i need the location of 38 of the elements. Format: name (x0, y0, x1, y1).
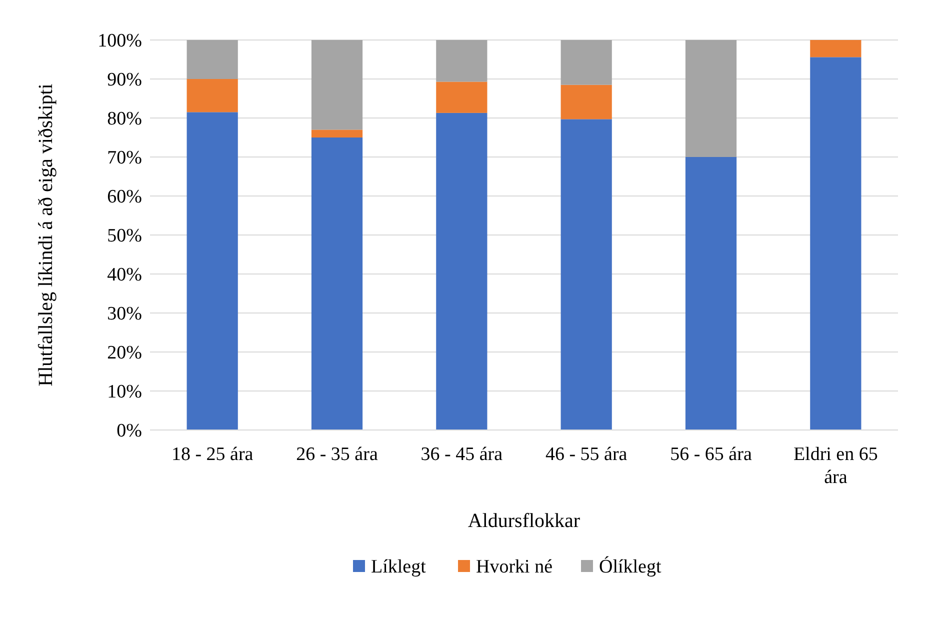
y-tick-label: 0% (116, 420, 142, 442)
bar (560, 40, 612, 85)
x-tick-label: 18 - 25 ára (171, 444, 254, 465)
y-tick-label: 30% (107, 304, 142, 325)
legend-label: Hvorki né (476, 556, 553, 578)
bar (436, 82, 488, 113)
bar (560, 119, 612, 430)
bar (311, 138, 363, 430)
legend-label: Líklegt (371, 556, 427, 578)
y-tick-label: 20% (107, 342, 142, 364)
bar (685, 40, 737, 157)
y-tick-label: 60% (107, 186, 142, 208)
y-axis-title: Hlutfallsleg líkindi á að eiga viðskipti (35, 83, 57, 386)
bar (810, 57, 862, 430)
y-tick-label: 50% (107, 226, 142, 247)
bar (311, 130, 363, 138)
y-tick-label: 70% (107, 148, 142, 169)
y-tick-label: 100% (98, 30, 142, 52)
bar (186, 79, 238, 112)
x-axis-title: Aldursflokkar (468, 510, 580, 532)
bar (436, 112, 488, 430)
x-tick-label: 56 - 65 ára (670, 444, 752, 465)
y-tick-label: 80% (107, 108, 142, 130)
x-tick-label: 36 - 45 ára (420, 444, 504, 465)
bar (685, 157, 737, 430)
legend-label: Ólíklegt (599, 556, 662, 578)
bar (186, 40, 238, 79)
bar (186, 112, 238, 430)
bar (436, 40, 488, 82)
x-tick-label: 46 - 55 ára (545, 444, 628, 465)
y-tick-label: 90% (107, 70, 142, 91)
bar (311, 40, 363, 130)
bar (560, 84, 612, 120)
bar (810, 40, 862, 58)
x-tick-label: 26 - 35 ára (296, 444, 378, 465)
x-tick-label: Eldri en 65 ára (793, 444, 878, 488)
y-tick-label: 10% (107, 382, 142, 403)
y-tick-label: 40% (107, 264, 142, 286)
